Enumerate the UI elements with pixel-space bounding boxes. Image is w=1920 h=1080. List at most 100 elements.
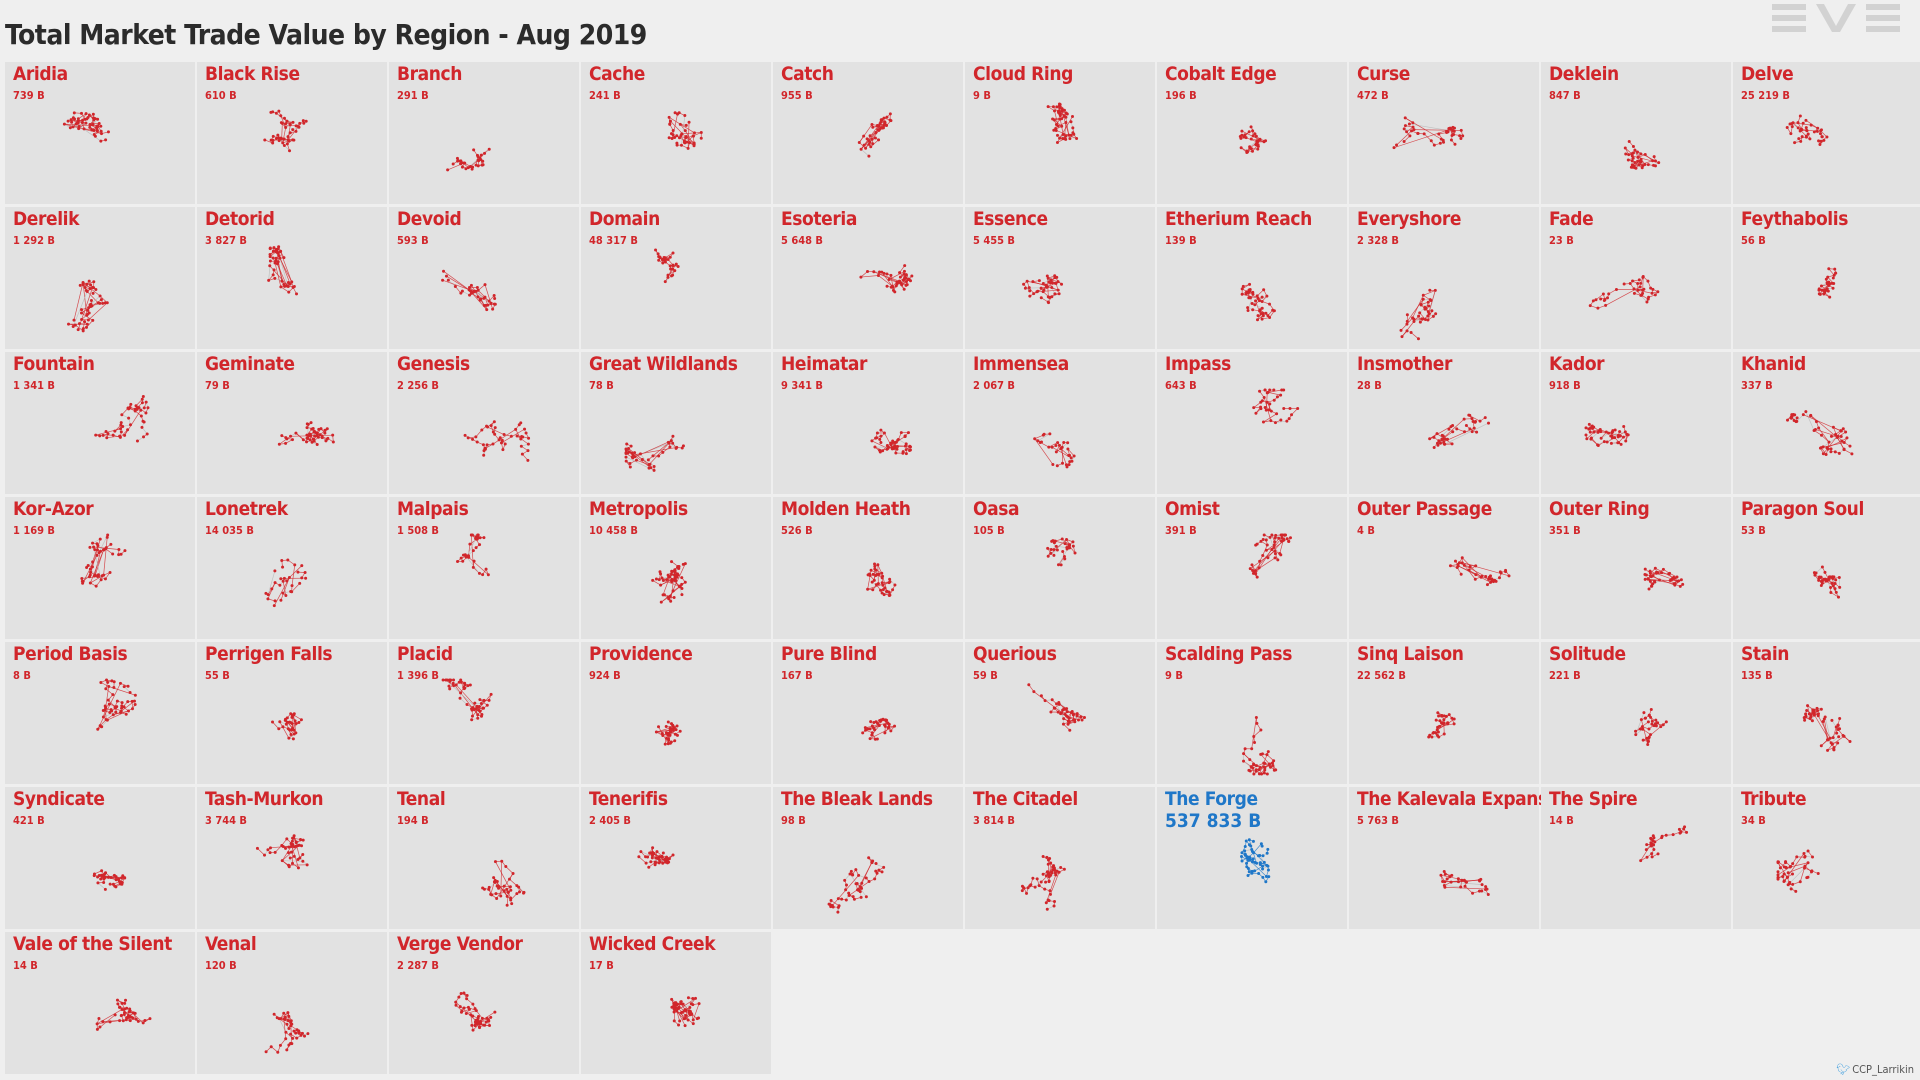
solar-system-dot [1405,319,1409,323]
solar-system-dot [505,887,509,891]
solar-system-dot [93,134,97,138]
solar-system-dot [871,572,875,576]
solar-system-dot [1058,106,1062,110]
solar-system-dot [1488,574,1492,578]
solar-system-dot [1452,132,1456,136]
jump-link [1822,721,1828,740]
solar-system-dot [1456,880,1460,884]
solar-system-dot [1272,759,1276,763]
solar-system-dot [273,599,277,603]
solar-system-dot [1080,718,1084,722]
solar-system-dot [637,855,641,859]
solar-system-dot [311,427,315,431]
jump-link [484,284,493,310]
solar-system-dot [463,683,467,687]
solar-system-dot [294,844,298,848]
solar-system-dot [1681,582,1685,586]
solar-system-dot [1457,561,1461,565]
solar-system-dot [668,119,672,123]
solar-system-dot [1282,388,1286,392]
solar-system-dot [871,588,875,592]
solar-system-dot [1647,587,1651,591]
solar-system-dot [287,845,291,849]
solar-system-dot [1263,388,1267,392]
solar-system-dot [1065,537,1069,541]
solar-system-dot [475,153,479,157]
solar-system-dot [1442,883,1446,887]
solar-system-dot [273,581,277,585]
solar-system-dot [1826,447,1830,451]
region-name: Insmother [1357,353,1453,375]
solar-system-dot [1266,750,1270,754]
solar-system-dot [864,895,868,899]
solar-system-dot [1829,434,1833,438]
solar-system-dot [1077,718,1081,722]
solar-system-dot [452,678,456,682]
jump-link [1045,874,1057,903]
solar-system-dot [485,703,489,707]
solar-system-dot [291,842,295,846]
region-cell: Lonetrek 14 035 B [197,497,387,639]
solar-system-dot [126,709,130,713]
jump-link [687,122,690,149]
solar-system-dot [1056,563,1060,567]
solar-system-dot [1599,436,1603,440]
jump-link [640,851,668,864]
region-cell: Heimatar 9 341 B [773,352,963,494]
solar-system-dot [1403,116,1407,120]
solar-system-dot [469,533,473,537]
author-credit[interactable]: 🐦︎ CCP_Larrikin [1836,1063,1914,1076]
solar-system-dot [674,579,678,583]
solar-system-dot [483,151,487,155]
solar-system-dot [1588,304,1592,308]
solar-system-dot [680,586,684,590]
solar-system-dot [1591,299,1595,303]
solar-system-dot [624,447,628,451]
solar-system-dot [1412,320,1416,324]
solar-system-dot [1066,441,1070,445]
solar-system-dot [1605,440,1609,444]
solar-system-dot [522,891,526,895]
solar-system-dot [893,583,897,587]
solar-system-dot [272,268,276,272]
solar-system-dot [1605,296,1609,300]
solar-system-dot [103,577,107,581]
region-name: Esoteria [781,208,857,230]
jump-link [1830,736,1839,744]
solar-system-dot [1820,135,1824,139]
solar-system-dot [112,685,116,689]
solar-system-dot [289,434,293,438]
jump-link [1818,427,1830,443]
solar-system-dot [1809,413,1813,417]
solar-system-dot [87,306,91,310]
solar-system-dot [1431,314,1435,318]
region-name: Scalding Pass [1165,643,1292,665]
solar-system-dot [119,880,123,884]
solar-system-dot [1836,723,1840,727]
jump-link [1251,717,1257,749]
jump-link [280,286,289,293]
jump-link [495,861,512,891]
solar-system-dot [1259,312,1263,316]
solar-system-dot [667,136,671,140]
jump-link [1464,565,1476,580]
solar-system-dot [298,837,302,841]
solar-system-dot [1033,437,1037,441]
region-cell: Fade 23 B [1541,207,1731,349]
region-trade-value: 2 328 B [1357,234,1399,247]
solar-system-dot [902,269,906,273]
solar-system-dot [114,710,118,714]
solar-system-dot [1672,575,1676,579]
solar-system-dot [1278,551,1282,555]
solar-system-dot [904,273,908,277]
solar-system-dot [486,573,490,577]
solar-system-dot [624,459,628,463]
solar-system-dot [1248,282,1252,286]
solar-system-dot [474,289,478,293]
region-trade-value: 1 169 B [13,524,55,537]
solar-system-dot [142,435,146,439]
solar-system-dot [1065,707,1069,711]
region-map [1240,838,1271,884]
solar-system-dot [1028,294,1032,298]
solar-system-dot [1613,428,1617,432]
